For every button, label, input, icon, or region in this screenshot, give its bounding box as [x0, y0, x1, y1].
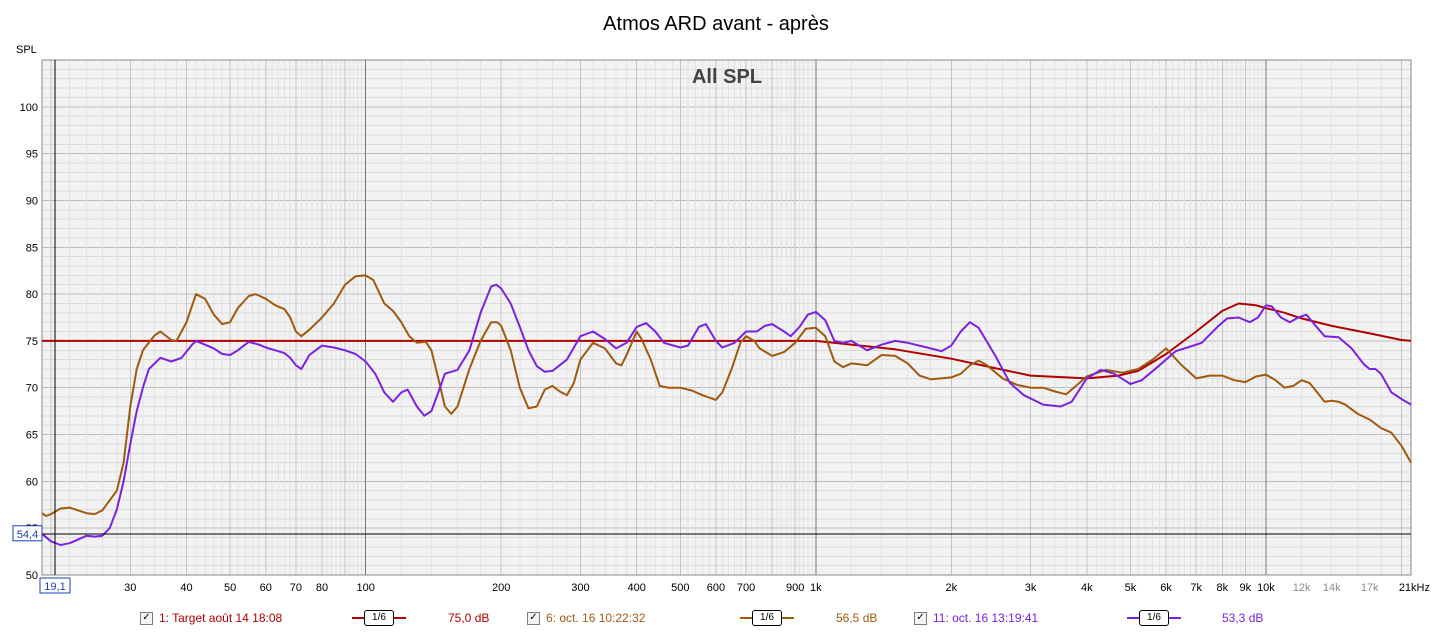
smoothing-selector-oct16-1022[interactable]: 1/6: [740, 609, 794, 627]
legend-item-target[interactable]: ✓ 1: Target août 14 18:08: [140, 608, 282, 628]
x-tick-label: 6k: [1160, 582, 1172, 594]
cursor-x-readout-box: [39, 577, 71, 594]
plot-background: [42, 60, 1411, 575]
x-tick-label: 2k: [945, 582, 957, 594]
checkbox-icon[interactable]: ✓: [914, 611, 927, 625]
y-tick-label: 75: [26, 336, 38, 348]
x-tick-label: 900: [786, 582, 804, 594]
y-tick-label: 60: [26, 476, 38, 488]
legend-label-oct16-1319: 11: oct. 16 13:19:41: [933, 611, 1039, 625]
y-tick-label: 80: [26, 289, 38, 301]
x-tick-label: 4k: [1081, 582, 1093, 594]
level-oct16-1022: 56,5 dB: [836, 611, 878, 625]
y-tick-label: 85: [26, 242, 38, 254]
x-tick-label: 10k: [1257, 582, 1275, 594]
x-tick-label: 200: [492, 582, 510, 594]
x-tick-label: 300: [571, 582, 589, 594]
y-tick-label: 90: [26, 195, 38, 207]
y-tick-label: 95: [26, 149, 38, 161]
series-line-2: [41, 274, 1412, 517]
x-tick-label: 8k: [1217, 582, 1229, 594]
x-tick-label: 700: [737, 582, 755, 594]
x-tick-label: 60: [260, 582, 272, 594]
chart-title: Atmos ARD avant - après: [603, 13, 829, 35]
y-axis-label: SPL: [16, 44, 37, 56]
checkbox-icon[interactable]: ✓: [527, 611, 540, 625]
legend-label-oct16-1022: 6: oct. 16 10:22:32: [546, 611, 646, 625]
smoothing-label: 1/6: [1139, 610, 1169, 626]
y-tick-label: 65: [26, 430, 38, 442]
y-tick-label: 70: [26, 383, 38, 395]
chart-subtitle: All SPL: [692, 66, 762, 88]
x-tick-label: 12k: [1293, 582, 1311, 594]
legend-item-oct16-1022[interactable]: ✓ 6: oct. 16 10:22:32: [527, 608, 645, 628]
legend-label-target: 1: Target août 14 18:08: [159, 611, 283, 625]
x-tick-label: 3k: [1025, 582, 1037, 594]
x-tick-label: 100: [356, 582, 374, 594]
x-tick-label: 500: [671, 582, 689, 594]
smoothing-selector-oct16-1319[interactable]: 1/6: [1127, 609, 1181, 627]
x-tick-label: 600: [707, 582, 725, 594]
series-line-1: [42, 302, 1412, 380]
smoothing-label: 1/6: [752, 610, 782, 626]
x-tick-label: 1k: [810, 582, 822, 594]
x-tick-label: 7k: [1190, 582, 1202, 594]
x-tick-label: 17k: [1361, 582, 1379, 594]
plot-border: [41, 59, 1412, 576]
x-tick-label: 9k: [1240, 582, 1252, 594]
y-tick-label: 50: [26, 570, 38, 582]
x-tick-label: 400: [627, 582, 645, 594]
x-tick-label: 14k: [1323, 582, 1341, 594]
x-tick-label: 80: [316, 582, 328, 594]
checkbox-icon[interactable]: ✓: [140, 611, 153, 625]
x-tick-label: 5k: [1125, 582, 1137, 594]
y-tick-label: 100: [20, 102, 38, 114]
level-oct16-1319: 53,3 dB: [1222, 611, 1264, 625]
cursor-y-readout-box: [12, 525, 43, 542]
x-tick-label: 21kHz: [1399, 582, 1430, 594]
x-tick-label: 70: [290, 582, 302, 594]
smoothing-label: 1/6: [364, 610, 394, 626]
level-target: 75,0 dB: [448, 611, 490, 625]
cursor-x-readout: 19,1: [44, 581, 65, 593]
x-tick-label: 40: [180, 582, 192, 594]
x-tick-label: 30: [124, 582, 136, 594]
series-line-3: [41, 283, 1412, 546]
smoothing-selector-target[interactable]: 1/6: [352, 609, 406, 627]
x-tick-label: 50: [224, 582, 236, 594]
legend-item-oct16-1319[interactable]: ✓ 11: oct. 16 13:19:41: [914, 608, 1038, 628]
cursor-y-readout: 54,4: [17, 529, 38, 541]
